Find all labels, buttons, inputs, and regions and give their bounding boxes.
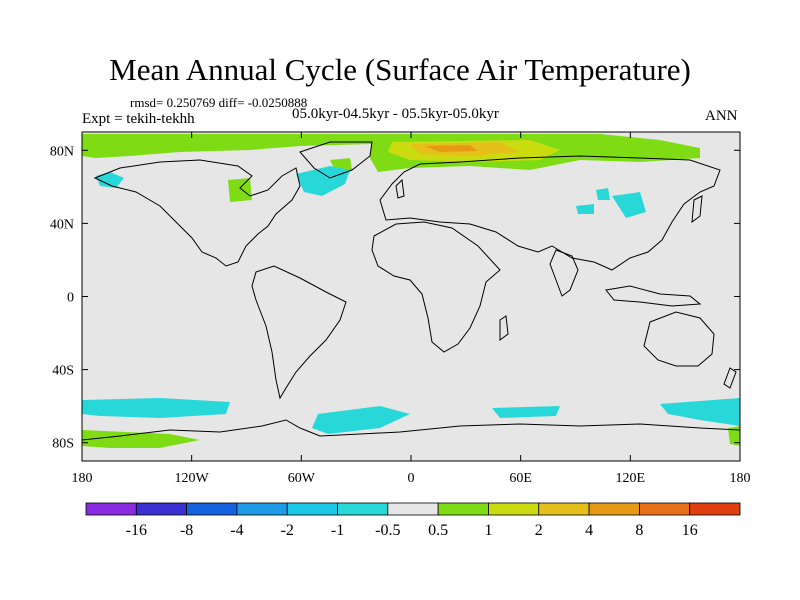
colorbar-label: 16 — [682, 522, 698, 539]
experiment-label: Expt = tekih-tekhh — [82, 111, 195, 127]
colorbar-label: 8 — [635, 522, 643, 539]
coast-uk — [395, 178, 405, 199]
y-tick-label: 80N — [50, 144, 74, 159]
axis-ticks — [81, 132, 741, 461]
season-label: ANN — [705, 108, 738, 124]
colorbar-label: -4 — [230, 522, 243, 539]
coast-greenland — [299, 141, 373, 179]
x-tick-label: 60E — [509, 471, 532, 486]
colorbar-swatch — [236, 502, 288, 516]
y-tick-label: 80S — [52, 437, 74, 452]
colorbar-label: -2 — [281, 522, 294, 539]
stats-text: rmsd= 0.250769 diff= -0.0250888 — [130, 95, 308, 110]
x-tick-label: 60W — [288, 471, 316, 486]
colorbar-label: 1 — [484, 522, 492, 539]
colorbar-swatch — [437, 502, 489, 516]
axis-tick-labels: 180 120W 60W 0 60E 120E 180 80N 40N 0 40S 80S — [50, 144, 751, 486]
coast-new-zealand — [723, 367, 737, 389]
y-tick-label: 40N — [50, 217, 74, 232]
coast-australia — [643, 311, 715, 367]
colorbar-label: -1 — [331, 522, 344, 539]
coast-north-america — [93, 159, 301, 267]
colorbar-label: -8 — [180, 522, 193, 539]
coast-antarctica — [81, 419, 741, 441]
canada-arctic-patch — [82, 134, 380, 158]
barents-peak-core — [425, 145, 478, 152]
x-tick-label: 180 — [730, 471, 751, 486]
hudson-green-spot — [228, 178, 252, 202]
colorbar-swatch — [85, 502, 137, 516]
x-tick-label: 180 — [72, 471, 93, 486]
mongolia-cold-patch — [612, 192, 646, 218]
colorbar-swatch — [387, 502, 439, 516]
x-tick-label: 0 — [408, 471, 415, 486]
coast-japan — [691, 195, 703, 224]
antarctic-east-patch — [728, 426, 740, 446]
coast-africa — [371, 221, 501, 353]
siberia-cold-spot — [596, 188, 610, 200]
colorbar-label: -0.5 — [375, 522, 400, 539]
y-tick-label: 0 — [67, 291, 74, 306]
coast-india — [549, 249, 579, 297]
coastlines — [81, 141, 741, 441]
coast-eurasia — [379, 155, 721, 271]
colorbar-label: -16 — [126, 522, 147, 539]
alaska-cold-patch — [96, 172, 124, 188]
south-atlantic-cold-patch — [312, 406, 410, 434]
colorbar: -16 -8 -4 -2 -1 -0.5 0.5 1 2 4 8 16 — [85, 502, 741, 539]
y-tick-label: 40S — [52, 364, 74, 379]
x-tick-label: 120W — [175, 471, 210, 486]
colorbar-label: 2 — [535, 522, 543, 539]
antarctic-warm-patch — [82, 430, 200, 448]
colorbar-swatch — [588, 502, 640, 516]
coast-south-america — [251, 265, 347, 400]
colorbar-swatch — [186, 502, 238, 516]
colorbar-swatch — [286, 502, 338, 516]
x-tick-label: 120E — [616, 471, 646, 486]
colorbar-label: 4 — [585, 522, 593, 539]
colorbar-swatch — [538, 502, 590, 516]
labrador-cold-patch — [296, 166, 350, 196]
colorbar-swatch — [337, 502, 389, 516]
coast-madagascar — [499, 315, 509, 341]
period-label: 05.0kyr-04.5kyr - 05.5kyr-05.0kyr — [292, 106, 499, 122]
south-pacific-cold-patch — [82, 398, 230, 418]
colorbar-swatch — [488, 502, 540, 516]
colorbar-swatch — [689, 502, 741, 516]
colorbar-label: 0.5 — [428, 522, 448, 539]
coast-indonesia — [605, 285, 702, 307]
colorbar-swatch — [638, 502, 691, 516]
central-asia-cold-spot — [576, 204, 594, 214]
indian-ocean-cold-patch — [492, 406, 560, 418]
figure-title: Mean Annual Cycle (Surface Air Temperatu… — [109, 52, 691, 87]
ross-sea-cold-patch — [660, 398, 740, 426]
colorbar-swatch — [135, 502, 188, 516]
